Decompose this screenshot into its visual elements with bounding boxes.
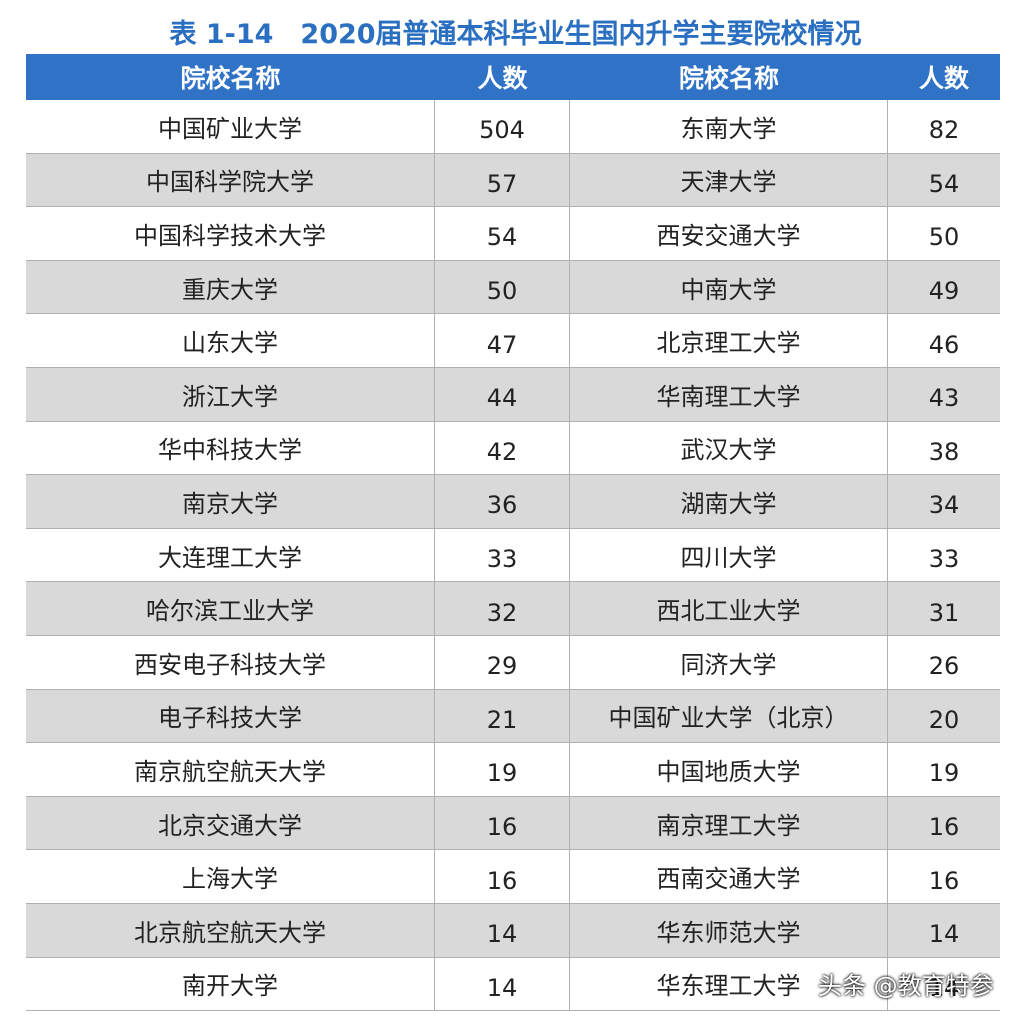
table-title: 表 1-14 2020届普通本科毕业生国内升学主要院校情况 — [169, 19, 862, 50]
count-cell: 16 — [928, 866, 960, 895]
school-cell: 中国矿业大学 — [26, 100, 435, 153]
school-cell: 山东大学 — [26, 314, 435, 367]
school-cell: 重庆大学 — [26, 260, 435, 314]
count-cell: 14 — [435, 903, 570, 957]
count-cell: 14 — [928, 920, 960, 949]
count-cell: 38 — [928, 437, 960, 466]
count-cell: 16 — [928, 813, 960, 842]
header-row: 院校名称 人数 院校名称 人数 — [26, 54, 1000, 100]
table-row: 哈尔滨工业大学 32 西北工业大学 31 — [26, 582, 1000, 636]
count-cell: 82 — [928, 116, 960, 145]
school-cell: 中国科学技术大学 — [26, 207, 435, 260]
header-cell: 人数 — [477, 64, 528, 93]
count-cell: 57 — [435, 153, 570, 207]
table-row: 上海大学 16 西南交通大学 16 — [26, 850, 1000, 904]
count-cell: 34 — [928, 491, 960, 520]
table-row: 大连理工大学 33 四川大学 33 — [26, 528, 1000, 583]
school-cell: 西南交通大学 — [570, 850, 888, 903]
school-cell: 中国地质大学 — [570, 743, 888, 796]
school-cell: 四川大学 — [570, 528, 888, 582]
count-cell: 33 — [928, 545, 960, 574]
school-cell: 哈尔滨工业大学 — [26, 582, 435, 635]
table-row: 南京航空航天大学 19 中国地质大学 19 — [26, 743, 1000, 797]
count-cell: 44 — [435, 367, 570, 421]
count-cell: 14 — [435, 957, 570, 1011]
school-cell: 中国科学院大学 — [26, 153, 435, 207]
count-cell: 33 — [435, 528, 570, 582]
count-cell: 32 — [435, 582, 570, 635]
table-row: 电子科技大学 21 中国矿业大学（北京） 20 — [26, 689, 1000, 744]
school-cell: 武汉大学 — [570, 421, 888, 475]
school-cell: 南京理工大学 — [570, 796, 888, 850]
school-cell: 北京航空航天大学 — [26, 903, 435, 957]
count-cell: 16 — [435, 850, 570, 903]
school-cell: 南京大学 — [26, 475, 435, 528]
school-cell: 上海大学 — [26, 850, 435, 903]
table-row: 华中科技大学 42 武汉大学 38 — [26, 421, 1000, 476]
school-cell: 西北工业大学 — [570, 582, 888, 635]
table: 院校名称 人数 院校名称 人数中国矿业大学 504 东南大学 82 中国科学院大学 57 天津大学… — [26, 54, 1000, 1012]
table-row: 浙江大学 44 华南理工大学 43 — [26, 367, 1000, 422]
count-cell: 54 — [928, 169, 960, 198]
table-row: 中国矿业大学 504 东南大学 82 — [26, 100, 1000, 154]
table-row: 中国科学技术大学 54 西安交通大学 50 — [26, 207, 1000, 261]
count-cell: 20 — [928, 705, 960, 734]
count-cell: 31 — [928, 598, 960, 627]
school-cell: 天津大学 — [570, 153, 888, 207]
school-cell: 西安电子科技大学 — [26, 635, 435, 689]
count-cell: 50 — [928, 223, 960, 252]
count-cell: 19 — [928, 759, 960, 788]
count-cell: 42 — [435, 421, 570, 475]
table-row: 南京大学 36 湖南大学 34 — [26, 475, 1000, 529]
count-cell: 46 — [928, 330, 960, 359]
count-cell: 49 — [928, 277, 960, 306]
count-cell: 504 — [435, 100, 570, 153]
school-cell: 中南大学 — [570, 260, 888, 314]
school-cell: 华东师范大学 — [570, 903, 888, 957]
count-cell: 16 — [435, 796, 570, 850]
school-cell: 同济大学 — [570, 635, 888, 689]
school-cell: 中国矿业大学（北京） — [570, 689, 888, 743]
school-cell: 浙江大学 — [26, 367, 435, 421]
table-row: 北京交通大学 16 南京理工大学 16 — [26, 796, 1000, 851]
count-cell: 43 — [928, 384, 960, 413]
school-cell: 华南理工大学 — [570, 367, 888, 421]
count-cell: 26 — [928, 652, 960, 681]
table-row: 中国科学院大学 57 天津大学 54 — [26, 153, 1000, 208]
school-cell: 大连理工大学 — [26, 528, 435, 582]
school-cell: 南开大学 — [26, 957, 435, 1011]
header-cell: 人数 — [918, 64, 969, 93]
watermark: 头条 @教育特参 — [818, 972, 994, 1000]
table-row: 西安电子科技大学 29 同济大学 26 — [26, 635, 1000, 690]
school-cell: 东南大学 — [570, 100, 888, 153]
school-cell: 北京理工大学 — [570, 314, 888, 367]
table-row: 重庆大学 50 中南大学 49 — [26, 260, 1000, 315]
school-cell: 西安交通大学 — [570, 207, 888, 260]
school-cell: 南京航空航天大学 — [26, 743, 435, 796]
table-row: 北京航空航天大学 14 华东师范大学 14 — [26, 903, 1000, 958]
count-cell: 50 — [435, 260, 570, 314]
school-cell: 电子科技大学 — [26, 689, 435, 743]
count-cell: 29 — [435, 635, 570, 689]
header-cell: 院校名称 — [180, 64, 281, 93]
count-cell: 19 — [435, 743, 570, 796]
count-cell: 54 — [435, 207, 570, 260]
school-cell: 北京交通大学 — [26, 796, 435, 850]
count-cell: 21 — [435, 689, 570, 743]
count-cell: 14 — [928, 973, 960, 1002]
school-cell: 湖南大学 — [570, 475, 888, 528]
school-cell: 华东理工大学 — [570, 957, 888, 1011]
header-cell: 院校名称 — [678, 64, 779, 93]
table-row: 山东大学 47 北京理工大学 46 — [26, 314, 1000, 368]
count-cell: 47 — [435, 314, 570, 367]
count-cell: 36 — [435, 475, 570, 528]
table-row: 南开大学 14 华东理工大学 14 — [26, 957, 1000, 1012]
school-cell: 华中科技大学 — [26, 421, 435, 475]
